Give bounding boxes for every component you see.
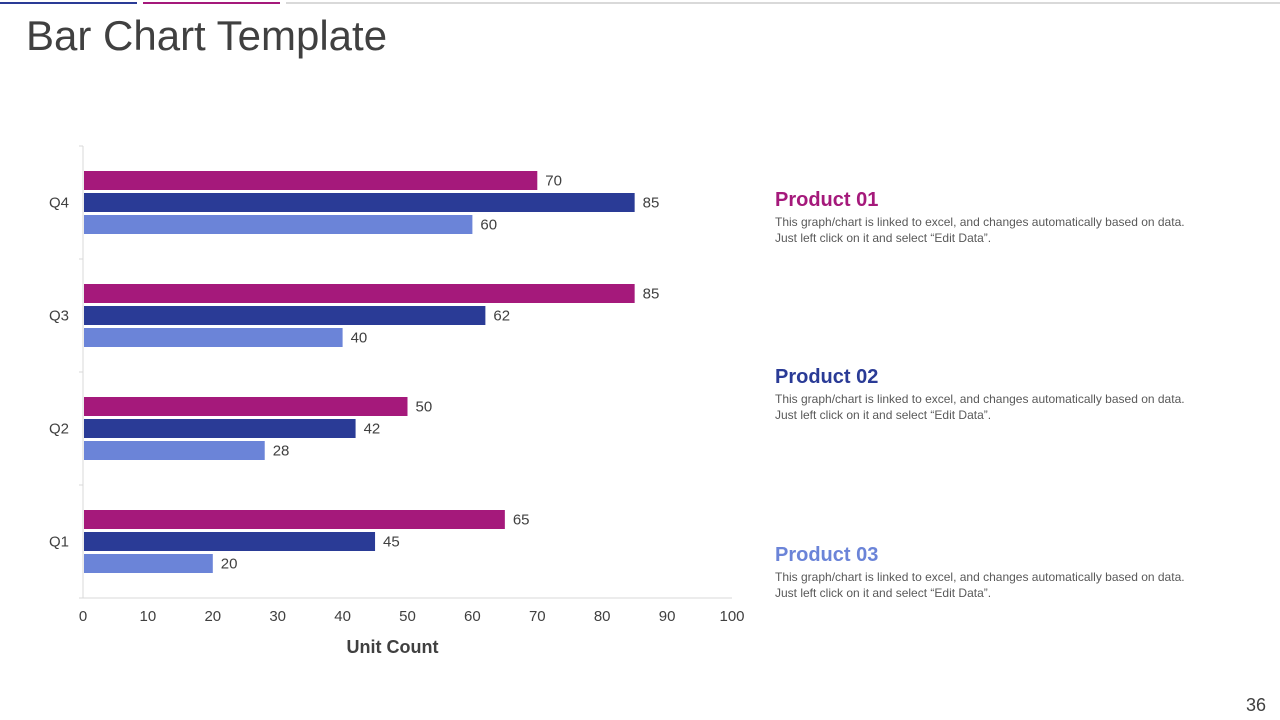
x-tick-label: 80 bbox=[594, 608, 611, 625]
product-03-line1: This graph/chart is linked to excel, and… bbox=[775, 570, 1185, 584]
accent-line-magenta bbox=[143, 2, 280, 4]
product-02-line1: This graph/chart is linked to excel, and… bbox=[775, 392, 1185, 406]
bar-product-02 bbox=[84, 306, 486, 325]
bar-product-03 bbox=[84, 328, 343, 347]
product-02-block: Product 02 This graph/chart is linked to… bbox=[775, 365, 1235, 423]
product-01-line2: Just left click on it and select “Edit D… bbox=[775, 231, 992, 245]
x-tick-label: 20 bbox=[204, 608, 221, 625]
data-label: 62 bbox=[493, 308, 510, 325]
data-label: 60 bbox=[480, 217, 497, 234]
page-number: 36 bbox=[1245, 695, 1266, 715]
x-tick-label: 40 bbox=[334, 608, 351, 625]
data-label: 70 bbox=[545, 173, 562, 190]
data-label: 50 bbox=[416, 399, 433, 416]
data-label: 28 bbox=[273, 443, 290, 460]
x-tick-label: 30 bbox=[269, 608, 286, 625]
product-03-description: This graph/chart is linked to excel, and… bbox=[775, 569, 1235, 601]
accent-line-gray bbox=[286, 2, 1280, 4]
data-label: 85 bbox=[643, 195, 660, 212]
data-label: 42 bbox=[364, 421, 381, 438]
bar-product-01 bbox=[84, 171, 538, 190]
product-03-title: Product 03 bbox=[775, 544, 879, 566]
product-01-line1: This graph/chart is linked to excel, and… bbox=[775, 215, 1185, 229]
product-01-title: Product 01 bbox=[775, 189, 879, 211]
x-tick-label: 70 bbox=[529, 608, 546, 625]
y-tick-label: Q1 bbox=[49, 534, 69, 551]
product-01-block: Product 01 This graph/chart is linked to… bbox=[775, 188, 1235, 246]
product-02-line2: Just left click on it and select “Edit D… bbox=[775, 408, 992, 422]
product-01-description: This graph/chart is linked to excel, and… bbox=[775, 214, 1235, 246]
bar-chart: Q1 65 45 20 Q2 50 42 28 Q3 85 62 40 Q4 70 85 60 0 10 20 30 4… bbox=[49, 145, 745, 657]
product-02-title: Product 02 bbox=[775, 366, 879, 388]
bar-product-01 bbox=[84, 397, 408, 416]
x-tick-label: 90 bbox=[659, 608, 676, 625]
x-tick-label: 60 bbox=[464, 608, 481, 625]
x-tick-label: 50 bbox=[399, 608, 416, 625]
data-label: 20 bbox=[221, 556, 238, 573]
data-label: 45 bbox=[383, 534, 400, 551]
data-label: 65 bbox=[513, 512, 530, 529]
bar-product-02 bbox=[84, 532, 376, 551]
data-label: 85 bbox=[643, 286, 660, 303]
bar-product-02 bbox=[84, 419, 356, 438]
product-03-block: Product 03 This graph/chart is linked to… bbox=[775, 543, 1235, 601]
x-tick-label: 10 bbox=[140, 608, 157, 625]
bar-product-03 bbox=[84, 215, 473, 234]
x-axis-title: Unit Count bbox=[347, 637, 439, 657]
accent-line-blue bbox=[0, 2, 137, 4]
bar-product-02 bbox=[84, 193, 635, 212]
x-tick-label: 100 bbox=[719, 608, 744, 625]
y-tick-label: Q2 bbox=[49, 421, 69, 438]
bar-product-03 bbox=[84, 554, 213, 573]
bar-product-03 bbox=[84, 441, 265, 460]
bar-product-01 bbox=[84, 284, 635, 303]
x-tick-label: 0 bbox=[79, 608, 87, 625]
y-tick-label: Q3 bbox=[49, 308, 69, 325]
product-03-line2: Just left click on it and select “Edit D… bbox=[775, 586, 992, 600]
y-tick-label: Q4 bbox=[49, 195, 69, 212]
page-title: Bar Chart Template bbox=[26, 12, 388, 59]
product-02-description: This graph/chart is linked to excel, and… bbox=[775, 391, 1235, 423]
bar-product-01 bbox=[84, 510, 505, 529]
data-label: 40 bbox=[351, 330, 368, 347]
